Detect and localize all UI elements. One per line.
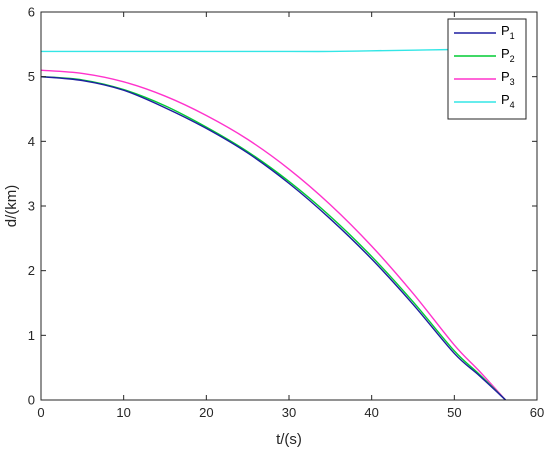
legend-label-p1: P1	[501, 23, 515, 41]
series-layer	[40, 47, 507, 401]
legend-label-main: P	[501, 23, 510, 38]
series-line-p4	[41, 47, 504, 53]
tick-layer: 0 10 20 30 40 50 60 0 1 2 3 4 5 6	[28, 5, 544, 421]
y-tick-label: 4	[28, 134, 35, 149]
legend-label-subscript: 1	[510, 31, 515, 41]
y-tick-label: 1	[28, 328, 35, 343]
x-tick-label: 30	[282, 405, 296, 420]
x-tick-label: 20	[199, 405, 213, 420]
x-tick-label: 50	[447, 405, 461, 420]
x-tick-label: 0	[37, 405, 44, 420]
legend-label-p4: P4	[501, 92, 515, 110]
x-tick-label: 10	[116, 405, 130, 420]
x-axis-label: t/(s)	[276, 431, 302, 448]
legend-label-p2: P2	[501, 46, 515, 64]
legend-label-main: P	[501, 69, 510, 84]
y-tick-label: 2	[28, 263, 35, 278]
x-tick-label: 40	[364, 405, 378, 420]
legend-label-main: P	[501, 46, 510, 61]
y-axis-label: d/(km)	[3, 185, 20, 228]
legend-label-subscript: 4	[510, 100, 515, 110]
y-tick-label: 3	[28, 199, 35, 214]
legend-label-p3: P3	[501, 69, 515, 87]
legend-label-main: P	[501, 92, 510, 107]
legend-label-subscript: 3	[510, 77, 515, 87]
y-tick-label: 0	[28, 393, 35, 408]
legend-label-subscript: 2	[510, 54, 515, 64]
y-tick-label: 6	[28, 5, 35, 20]
y-tick-label: 5	[28, 69, 35, 84]
series-line-p1	[40, 75, 507, 401]
series-line-p3	[40, 69, 507, 401]
x-tick-label: 60	[530, 405, 544, 420]
